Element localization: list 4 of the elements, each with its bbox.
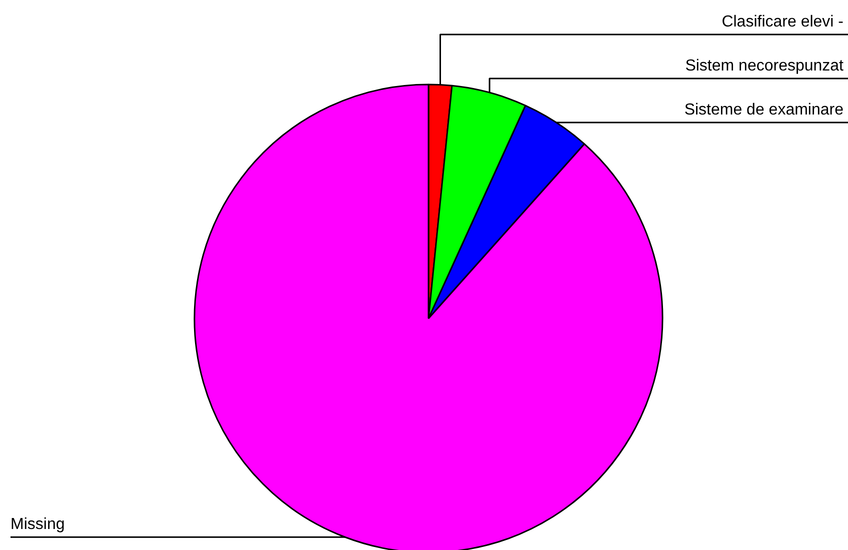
slice-label: Clasificare elevi -: [722, 14, 844, 30]
slice-label: Sistem necorespunzat: [685, 58, 844, 74]
slice-label: Missing: [10, 516, 65, 534]
slice-label: Sisteme de examinare: [684, 102, 844, 118]
